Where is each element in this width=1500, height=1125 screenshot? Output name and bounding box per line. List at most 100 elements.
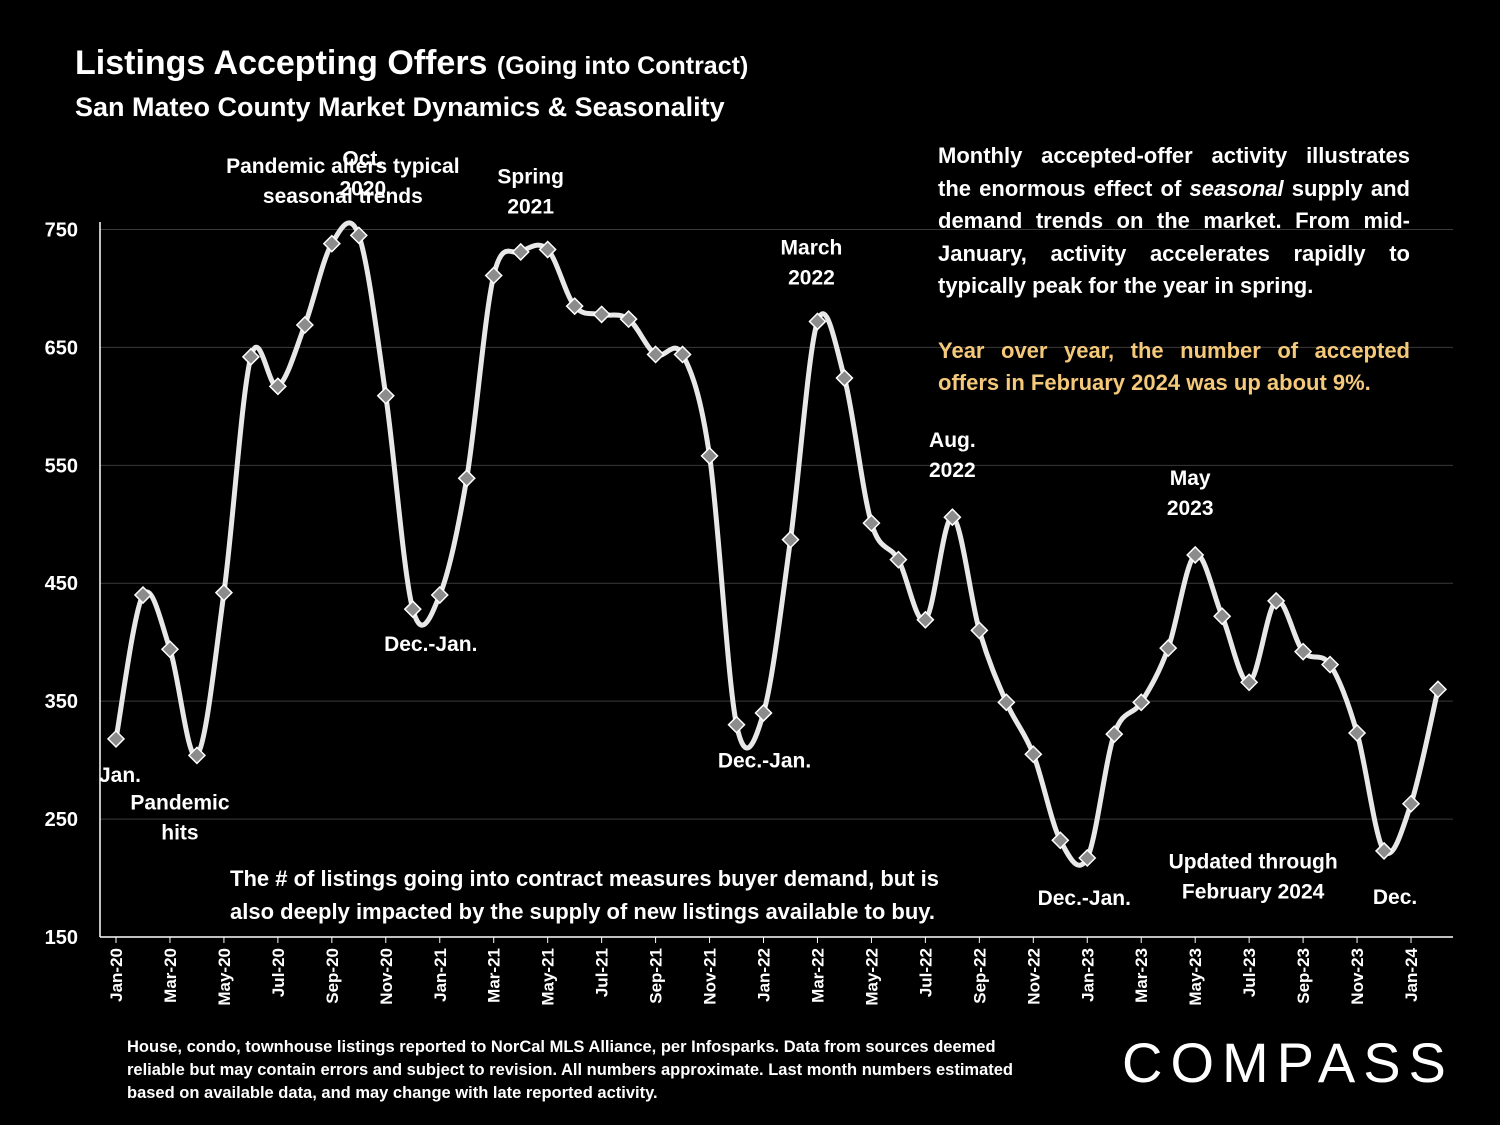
data-point-Sep-21 xyxy=(646,345,665,364)
chart-title: Listings Accepting Offers (Going into Co… xyxy=(75,44,748,83)
x-tick-label: Jan-23 xyxy=(1078,948,1097,1002)
x-tick-label: Sep-21 xyxy=(647,948,666,1004)
x-tick-label: Jan-21 xyxy=(431,948,450,1002)
data-point-May-20 xyxy=(214,583,233,602)
x-tick-label: Mar-22 xyxy=(808,948,827,1003)
data-point-Aug-20 xyxy=(295,315,314,335)
chart-note: The # of listings going into contract me… xyxy=(230,866,939,924)
data-point-Feb-21 xyxy=(457,469,476,488)
data-point-Jul-22 xyxy=(916,610,935,629)
annotation-label: seasonal trends xyxy=(263,185,423,208)
data-point-Jun-22 xyxy=(889,550,908,569)
data-point-May-22 xyxy=(862,514,881,533)
commentary-paragraph-2: Year over year, the number of accepted o… xyxy=(938,337,1410,396)
y-tick-label: 550 xyxy=(45,455,78,477)
data-point-Jan-22 xyxy=(754,703,773,723)
annotation-label: 2022 xyxy=(929,459,976,482)
data-point-Jan-24 xyxy=(1401,794,1421,813)
annotation-label: Dec. xyxy=(1373,886,1417,909)
chart-annotations: Jan. Pandemic hits Pandemic alters typical s… xyxy=(99,147,1417,910)
data-point-Aug-23 xyxy=(1267,591,1286,610)
annotation-label: Aug. xyxy=(929,429,976,452)
data-point-Jun-23 xyxy=(1213,607,1232,626)
chart-note-line: also deeply impacted by the supply of ne… xyxy=(230,899,935,924)
annotation-label: Pandemic alters typical xyxy=(226,155,459,178)
series-points xyxy=(106,226,1448,868)
y-axis-ticks: 150 250 350 450 550 650 750 xyxy=(45,219,78,949)
annotation-label: hits xyxy=(161,821,198,844)
data-point-Oct-20 xyxy=(349,226,368,245)
commentary-text-b: supply and demand trends on the market. … xyxy=(938,175,1410,299)
y-tick-label: 450 xyxy=(45,573,78,595)
annotation-label: Dec.-Jan. xyxy=(718,750,811,773)
data-point-Apr-20 xyxy=(187,746,206,765)
annotation-label: Pandemic xyxy=(130,791,230,814)
data-point-Jan-21 xyxy=(430,585,449,605)
data-point-May-21 xyxy=(538,240,557,259)
chart-gridlines xyxy=(100,228,1453,820)
chart-title-paren: (Going into Contract) xyxy=(496,52,749,80)
annotation-label: Dec.-Jan. xyxy=(1038,887,1131,910)
compass-logo: COMPASS xyxy=(1122,1031,1454,1094)
data-point-Jun-20 xyxy=(241,347,260,366)
annotation-label: Spring xyxy=(497,166,564,189)
data-point-Mar-20 xyxy=(160,640,180,659)
x-tick-label: May-23 xyxy=(1186,948,1205,1006)
x-tick-label: Mar-20 xyxy=(161,948,180,1003)
data-point-Feb-24 xyxy=(1428,680,1448,699)
annotation-label: May xyxy=(1170,467,1211,490)
annotation-label: Jan. xyxy=(99,764,141,787)
data-point-Sep-23 xyxy=(1294,642,1313,661)
data-point-Jul-21 xyxy=(592,305,611,324)
data-point-Nov-20 xyxy=(376,386,395,405)
data-point-Aug-22 xyxy=(943,508,962,527)
data-point-Feb-23 xyxy=(1105,725,1124,744)
data-point-Aug-21 xyxy=(619,310,638,329)
data-point-Apr-23 xyxy=(1159,639,1178,658)
x-tick-label: Jan-20 xyxy=(107,948,126,1002)
annotation-label: March xyxy=(781,236,843,259)
data-point-Apr-22 xyxy=(835,368,854,388)
annotation-bg xyxy=(209,148,477,213)
y-tick-label: 750 xyxy=(45,219,78,241)
data-point-Oct-22 xyxy=(997,693,1016,712)
data-point-Jul-23 xyxy=(1240,673,1259,692)
data-point-Nov-21 xyxy=(700,446,719,465)
commentary-text-a: Monthly accepted-offer activity illustra… xyxy=(938,143,1410,201)
annotation-label: 2023 xyxy=(1167,497,1214,520)
x-tick-label: May-22 xyxy=(862,948,881,1006)
chart-subtitle: San Mateo County Market Dynamics & Seaso… xyxy=(75,92,725,122)
chart-title-main: Listings Accepting Offers xyxy=(75,44,488,82)
y-tick-label: 650 xyxy=(45,337,78,359)
chart-note-line: The # of listings going into contract me… xyxy=(230,866,939,891)
data-point-Dec-23 xyxy=(1374,841,1394,860)
x-tick-label: Sep-20 xyxy=(323,948,342,1004)
data-point-May-23 xyxy=(1186,545,1205,564)
commentary-paragraph-1: Monthly accepted-offer activity illustra… xyxy=(938,140,1410,303)
y-tick-label: 250 xyxy=(45,809,78,831)
x-tick-label: Jul-20 xyxy=(269,948,288,997)
data-point-Oct-23 xyxy=(1321,655,1340,674)
x-tick-label: Jan-22 xyxy=(755,948,774,1002)
commentary-box: Monthly accepted-offer activity illustra… xyxy=(938,140,1410,400)
data-point-Mar-23 xyxy=(1132,693,1151,712)
x-tick-label: Sep-23 xyxy=(1294,948,1313,1004)
source-footnote: House, condo, townhouse listings reporte… xyxy=(127,1038,1014,1102)
y-tick-label: 150 xyxy=(45,927,78,949)
x-tick-label: Nov-21 xyxy=(701,948,720,1005)
y-tick-label: 350 xyxy=(45,691,78,713)
annotation-label: Updated through xyxy=(1169,850,1338,873)
chart-axes xyxy=(99,222,1453,938)
x-tick-label: Jul-22 xyxy=(916,948,935,997)
x-tick-label: May-20 xyxy=(215,948,234,1006)
x-tick-label: May-21 xyxy=(539,948,558,1006)
data-point-Jan-20 xyxy=(106,729,126,748)
annotation-backgrounds xyxy=(209,148,1343,909)
annotation-label: Oct. xyxy=(342,147,383,170)
annotation-label: 2020 xyxy=(339,177,386,200)
data-point-Sep-22 xyxy=(970,621,989,640)
data-point-Apr-21 xyxy=(511,242,530,261)
data-point-Jun-21 xyxy=(565,297,584,316)
data-point-Dec-20 xyxy=(403,600,422,619)
